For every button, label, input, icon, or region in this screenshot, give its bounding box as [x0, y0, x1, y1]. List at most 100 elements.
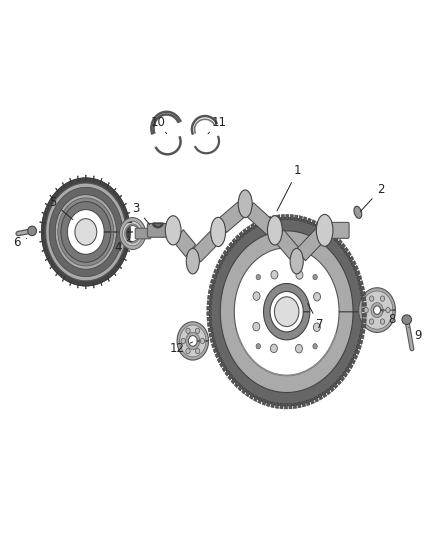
Circle shape [253, 322, 260, 331]
Polygon shape [276, 403, 279, 408]
Wedge shape [50, 265, 53, 269]
Polygon shape [215, 352, 220, 358]
Text: 2: 2 [360, 183, 384, 211]
Circle shape [256, 274, 261, 280]
Polygon shape [362, 302, 367, 306]
Polygon shape [219, 229, 354, 394]
Polygon shape [207, 312, 211, 316]
Circle shape [364, 308, 368, 313]
Polygon shape [247, 225, 251, 232]
Polygon shape [272, 215, 276, 221]
Circle shape [313, 323, 320, 332]
Circle shape [369, 319, 374, 324]
Polygon shape [354, 349, 360, 354]
Ellipse shape [268, 216, 283, 245]
Polygon shape [360, 286, 364, 291]
Polygon shape [346, 252, 351, 257]
Polygon shape [207, 317, 212, 321]
Polygon shape [208, 289, 213, 294]
Polygon shape [281, 214, 285, 220]
Wedge shape [118, 265, 122, 269]
Polygon shape [362, 319, 366, 323]
Polygon shape [217, 357, 223, 363]
Polygon shape [61, 201, 111, 262]
Polygon shape [264, 284, 310, 340]
Circle shape [270, 344, 277, 353]
Text: 3: 3 [132, 201, 149, 224]
Circle shape [75, 219, 97, 245]
Text: 10: 10 [150, 117, 166, 134]
Polygon shape [277, 215, 280, 221]
Polygon shape [41, 177, 131, 286]
Polygon shape [212, 274, 217, 279]
Ellipse shape [316, 214, 333, 246]
Polygon shape [361, 297, 366, 301]
Polygon shape [218, 259, 223, 265]
Polygon shape [330, 232, 336, 239]
Wedge shape [126, 212, 130, 214]
Polygon shape [361, 324, 366, 328]
Polygon shape [284, 403, 288, 409]
Polygon shape [311, 220, 316, 226]
Polygon shape [340, 243, 346, 249]
Circle shape [271, 270, 278, 279]
Wedge shape [127, 241, 132, 243]
Circle shape [314, 293, 321, 301]
Text: 4: 4 [115, 239, 130, 254]
Polygon shape [208, 295, 212, 300]
Text: 8: 8 [383, 312, 395, 326]
Wedge shape [93, 282, 94, 288]
Ellipse shape [238, 190, 252, 217]
Polygon shape [249, 393, 254, 399]
Circle shape [253, 292, 260, 301]
Wedge shape [42, 212, 46, 214]
Wedge shape [50, 195, 53, 199]
Wedge shape [39, 231, 43, 232]
Wedge shape [62, 277, 65, 281]
Polygon shape [222, 366, 227, 372]
Polygon shape [358, 339, 363, 344]
Polygon shape [258, 398, 262, 403]
Circle shape [313, 274, 317, 280]
Circle shape [380, 296, 385, 301]
Polygon shape [353, 354, 358, 360]
Polygon shape [153, 223, 162, 227]
Polygon shape [46, 183, 126, 281]
Wedge shape [118, 195, 122, 199]
Polygon shape [173, 230, 195, 256]
Polygon shape [259, 219, 263, 225]
Wedge shape [113, 271, 116, 276]
Polygon shape [220, 254, 226, 261]
Polygon shape [207, 322, 212, 327]
Wedge shape [123, 258, 127, 261]
Polygon shape [120, 217, 146, 249]
Polygon shape [219, 202, 246, 232]
Text: 1: 1 [277, 164, 301, 211]
Text: 5: 5 [49, 196, 73, 220]
Circle shape [186, 328, 190, 334]
FancyBboxPatch shape [329, 222, 349, 238]
Wedge shape [56, 271, 59, 276]
Polygon shape [123, 221, 143, 246]
Polygon shape [351, 261, 356, 266]
Polygon shape [192, 231, 219, 262]
Circle shape [195, 328, 200, 334]
Wedge shape [93, 176, 94, 181]
Polygon shape [243, 228, 247, 235]
Polygon shape [210, 279, 215, 284]
Polygon shape [348, 363, 353, 369]
Polygon shape [49, 187, 123, 277]
Polygon shape [306, 400, 310, 406]
Polygon shape [359, 288, 396, 333]
Circle shape [186, 349, 190, 354]
Polygon shape [356, 344, 361, 350]
Circle shape [296, 344, 302, 353]
Polygon shape [360, 329, 365, 334]
Polygon shape [251, 223, 255, 230]
Text: 9: 9 [409, 328, 421, 342]
Polygon shape [219, 361, 225, 368]
Polygon shape [238, 384, 243, 391]
Polygon shape [263, 217, 268, 224]
Polygon shape [326, 389, 331, 395]
Ellipse shape [354, 206, 362, 219]
